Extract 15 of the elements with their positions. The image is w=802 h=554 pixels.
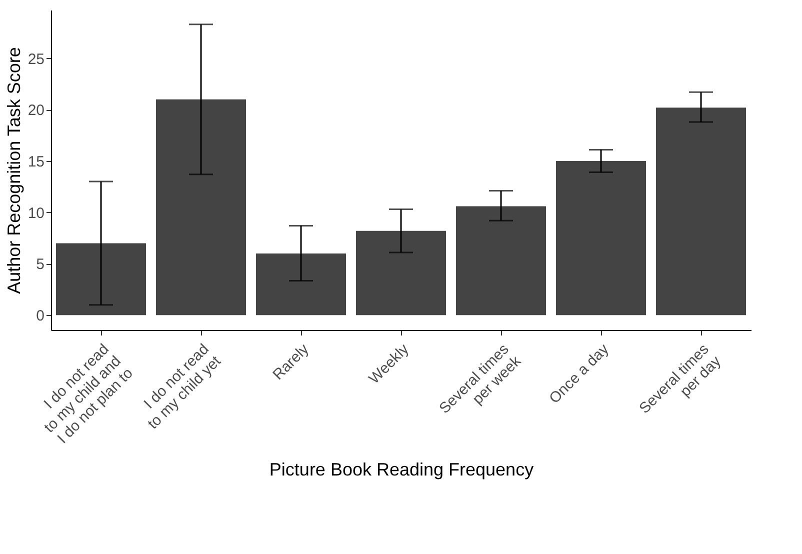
y-tick-label: 10 (28, 204, 44, 222)
y-tick-label: 0 (36, 308, 44, 325)
y-tick-label: 20 (28, 102, 44, 120)
bar (56, 243, 146, 316)
y-axis-title: Author Recognition Task Score (4, 47, 24, 294)
y-tick-label: 5 (36, 256, 44, 274)
bar (656, 108, 746, 316)
y-tick-label: 15 (28, 154, 44, 171)
y-tick-label: 25 (28, 50, 44, 68)
bar (356, 230, 446, 316)
x-axis-title: Picture Book Reading Frequency (269, 459, 534, 480)
bar (456, 206, 546, 316)
bar (556, 161, 646, 316)
bar (256, 253, 346, 316)
bar (156, 99, 246, 316)
